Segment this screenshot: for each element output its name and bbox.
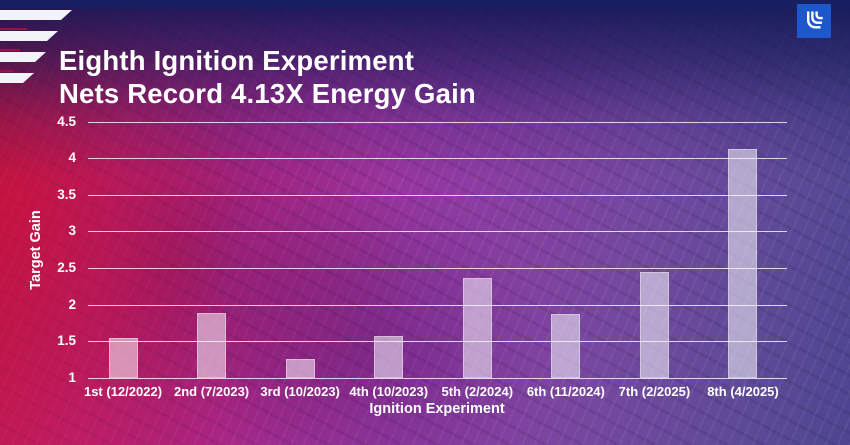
x-tick-label: 8th (4/2025) (707, 384, 779, 399)
stripe (0, 10, 72, 20)
stripe-separator (0, 69, 13, 72)
y-tick-label: 1.5 (57, 333, 76, 349)
gridline-1.5 (88, 341, 787, 343)
gridline-2.5 (88, 268, 787, 270)
y-tick-label: 3 (68, 223, 76, 239)
bar-2nd (7/2023) (197, 312, 227, 378)
x-tick-label: 3rd (10/2023) (260, 384, 340, 399)
gridline-4 (88, 158, 787, 160)
stripe (0, 31, 58, 41)
llnl-l-mark-icon (807, 11, 823, 29)
x-tick-label: 1st (12/2022) (83, 384, 163, 399)
y-tick-label: 4.5 (57, 113, 76, 129)
bar-4th (10/2023) (374, 336, 404, 378)
stripe-separator (0, 27, 27, 30)
bar-5th (2/2024) (462, 278, 492, 378)
stripe (0, 73, 34, 83)
gridline-3.5 (88, 194, 787, 196)
gridline-2 (88, 304, 787, 306)
y-tick-label: 2 (68, 296, 76, 312)
x-tick-label: 4th (10/2023) (349, 384, 429, 399)
stripe (0, 52, 46, 62)
title-line-1: Eighth Ignition Experiment (59, 45, 415, 76)
x-tick-label: 7th (2/2025) (618, 384, 691, 399)
gridline-1 (88, 378, 787, 379)
y-tick-label: 2.5 (57, 260, 76, 276)
llnl-logo (797, 4, 831, 38)
page-title: Eighth Ignition Experiment Nets Record 4… (59, 44, 476, 110)
top-navy-band (0, 0, 850, 8)
y-axis-title: Target Gain (28, 210, 44, 290)
x-tick-label: 5th (2/2024) (441, 384, 514, 399)
bar-7th (2/2025) (639, 272, 669, 378)
gridline-4.5 (88, 121, 787, 123)
y-tick-label: 4 (68, 150, 76, 166)
bar-6th (11/2024) (551, 313, 581, 378)
x-tick-label: 2nd (7/2023) (173, 384, 250, 399)
bar-8th (4/2025) (728, 148, 758, 378)
stripe-separator (0, 48, 20, 51)
bar-3rd (10/2023) (285, 358, 315, 378)
x-tick-label: 6th (11/2024) (526, 384, 605, 399)
title-line-2: Nets Record 4.13X Energy Gain (59, 78, 476, 109)
gridline-3 (88, 231, 787, 233)
y-tick-label: 1 (68, 370, 76, 385)
x-axis-title: Ignition Experiment (369, 401, 505, 417)
bar-1st (12/2022) (108, 338, 138, 378)
stripes-decoration-icon (0, 8, 90, 98)
y-tick-label: 3.5 (57, 186, 76, 202)
